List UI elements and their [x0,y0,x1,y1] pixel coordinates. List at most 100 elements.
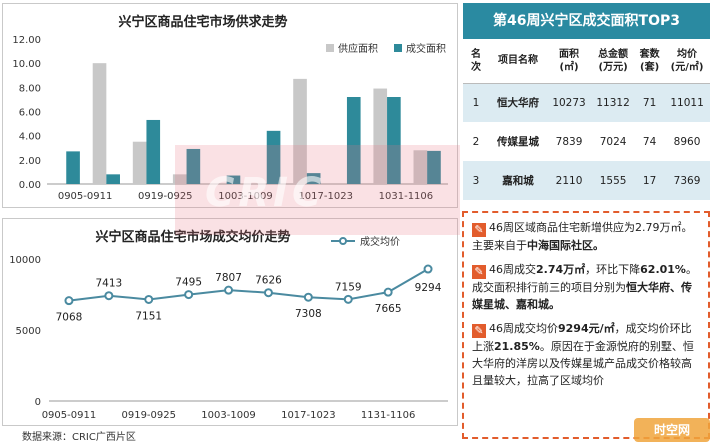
legend-label: 供应面积 [338,42,378,55]
bar-supply [92,63,107,184]
note-price-change: 21.85% [494,340,540,353]
note-price-text-3: 。原因在于金源悦府的别墅、恒大华府的洋房以及传媒星城产品成交价格较高且量较大，拉… [472,340,694,387]
data-point [423,264,433,274]
data-label: 7626 [255,275,282,287]
legend-label: 成交面积 [406,42,446,55]
bar-transaction [66,151,80,184]
supply-demand-bar-chart: 兴宁区商品住宅市场供求走势 0.00 2.00 4.00 6.00 8.00 10.00 12… [12,14,448,202]
area-cell: 10273 [547,83,592,122]
note-transaction-text-2: ，环比下降 [585,263,641,276]
note-price-text: 46周成交均价 [489,322,558,335]
y-tick-label: 10000 [9,255,41,266]
data-label: 9294 [415,282,442,294]
note-supply: ✎ 46周区域商品住宅新增供应为2.79万㎡。主要来自于中海国际社区。 [472,219,702,254]
header-name: 项目名称 [489,39,547,84]
note-transaction-text-3: 。成交面积排行前三的项目分别为 [472,263,697,294]
data-point [144,294,154,304]
area-cell: 2110 [547,161,592,200]
x-tick-label: 1017-1023 [281,410,336,421]
watermark-text: CRIC [205,170,326,216]
data-label: 7151 [135,310,162,322]
bar-transaction [346,97,361,184]
bar-supply [132,141,147,184]
units-cell: 74 [642,135,657,148]
avg-price-line-chart: 兴宁区商品住宅市场成交均价走势 0 5000 10000 7068 7413 7151 749… [9,229,448,421]
x-tick-label: 0919-0925 [138,191,193,202]
data-label: 7807 [215,272,242,284]
bar-supply [293,78,307,184]
x-tick-label: 1031-1106 [379,191,434,202]
note-price: ✎ 46周成交均价9294元/㎡，成交均价环比上涨21.85%。原因在于金源悦府的… [472,320,702,389]
data-point [224,285,234,295]
note-transaction-change: 62.01% [640,263,686,276]
table-row: 3 嘉和城 2110 1555 17 7369 [463,161,710,200]
x-tick-label: 0905-0911 [58,191,113,202]
header-amount: 总金额 (万元) [591,39,636,84]
bar-transaction [186,148,201,184]
rank-cell: 2 [472,135,480,148]
amount-cell: 11312 [591,83,636,122]
avg-price-line [68,268,429,302]
project-name-cell: 嘉和城 [489,161,547,200]
note-supply-text: 46周区域商品住宅新增供应为2.79万㎡。主要来自于 [472,221,693,252]
y-tick-label: 8.00 [19,83,41,94]
x-tick-label: 1003-1009 [201,410,256,421]
y-tick-label: 10.00 [12,59,41,70]
legend-swatch [326,44,334,52]
y-tick-label: 5000 [16,326,41,337]
header-rank: 名 次 [463,39,489,84]
units-cell: 71 [635,83,665,122]
commentary-box: ✎ 46周区域商品住宅新增供应为2.79万㎡。主要来自于中海国际社区。 ✎ 46周成… [462,211,710,439]
note-transaction-text: 46周成交 [489,263,536,276]
avg-price-chart-panel: 兴宁区商品住宅市场成交均价走势 0 5000 10000 7068 7413 7151 749… [2,218,458,426]
x-tick-label: 1017-1023 [298,191,353,202]
top3-table-panel: 第46周兴宁区成交面积TOP3 名 次 项目名称 面积 (㎡) 总金额 (万元)… [463,3,710,203]
table-row: 1 恒大华府 10273 11312 71 11011 [463,83,710,122]
y-tick-label: 12.00 [12,35,41,46]
bar-transaction [427,150,441,184]
x-tick-label: 1131-1106 [361,410,416,421]
price-cell: 11011 [664,83,710,122]
amount-cell: 7024 [599,135,627,148]
data-source: 数据来源：CRIC广西片区 [22,432,136,443]
data-point [383,287,393,297]
note-price-text-2: ，成交均价环比上涨 [472,322,692,353]
rank-cell: 3 [463,161,489,200]
note-icon: ✎ [472,223,486,237]
chart-title: 兴宁区商品住宅市场供求走势 [118,14,287,30]
x-tick-label: 0905-0911 [42,410,97,421]
header-units: 套数 (套) [635,39,665,84]
note-transaction-area: 2.74万㎡ [536,263,586,276]
project-name-cell: 恒大华府 [489,83,547,122]
data-point [343,294,353,304]
data-point [184,290,194,300]
data-point [104,291,114,301]
data-point [64,296,74,306]
bar-supply [413,150,428,184]
bar-transaction [146,119,161,184]
data-point [303,292,313,302]
rank-cell: 1 [463,83,489,122]
amount-cell: 1555 [591,161,636,200]
supply-demand-chart-panel: 兴宁区商品住宅市场供求走势 0.00 2.00 4.00 6.00 8.00 10.00 12… [2,3,458,208]
note-supply-highlight: 中海国际社区。 [527,239,604,252]
note-icon: ✎ [472,324,486,338]
project-name-cell: 传媒星城 [497,136,539,148]
units-cell: 17 [635,161,665,200]
legend-marker [339,237,347,245]
price-cell: 7369 [664,161,710,200]
legend-label: 成交均价 [360,235,400,248]
data-label: 7159 [335,281,362,293]
bar-supply [373,88,388,184]
data-label: 7068 [56,312,83,324]
header-price: 均价 (元/㎡) [664,39,710,84]
header-area: 面积 (㎡) [547,39,592,84]
chart-title: 兴宁区商品住宅市场成交均价走势 [95,229,290,245]
bar-supply [172,174,187,184]
area-cell: 7839 [555,135,583,148]
y-tick-label: 0 [35,397,41,408]
note-price-value: 9294元/㎡ [558,322,615,335]
y-tick-label: 6.00 [19,108,41,119]
y-tick-label: 2.00 [19,156,41,167]
data-label: 7665 [375,303,402,315]
